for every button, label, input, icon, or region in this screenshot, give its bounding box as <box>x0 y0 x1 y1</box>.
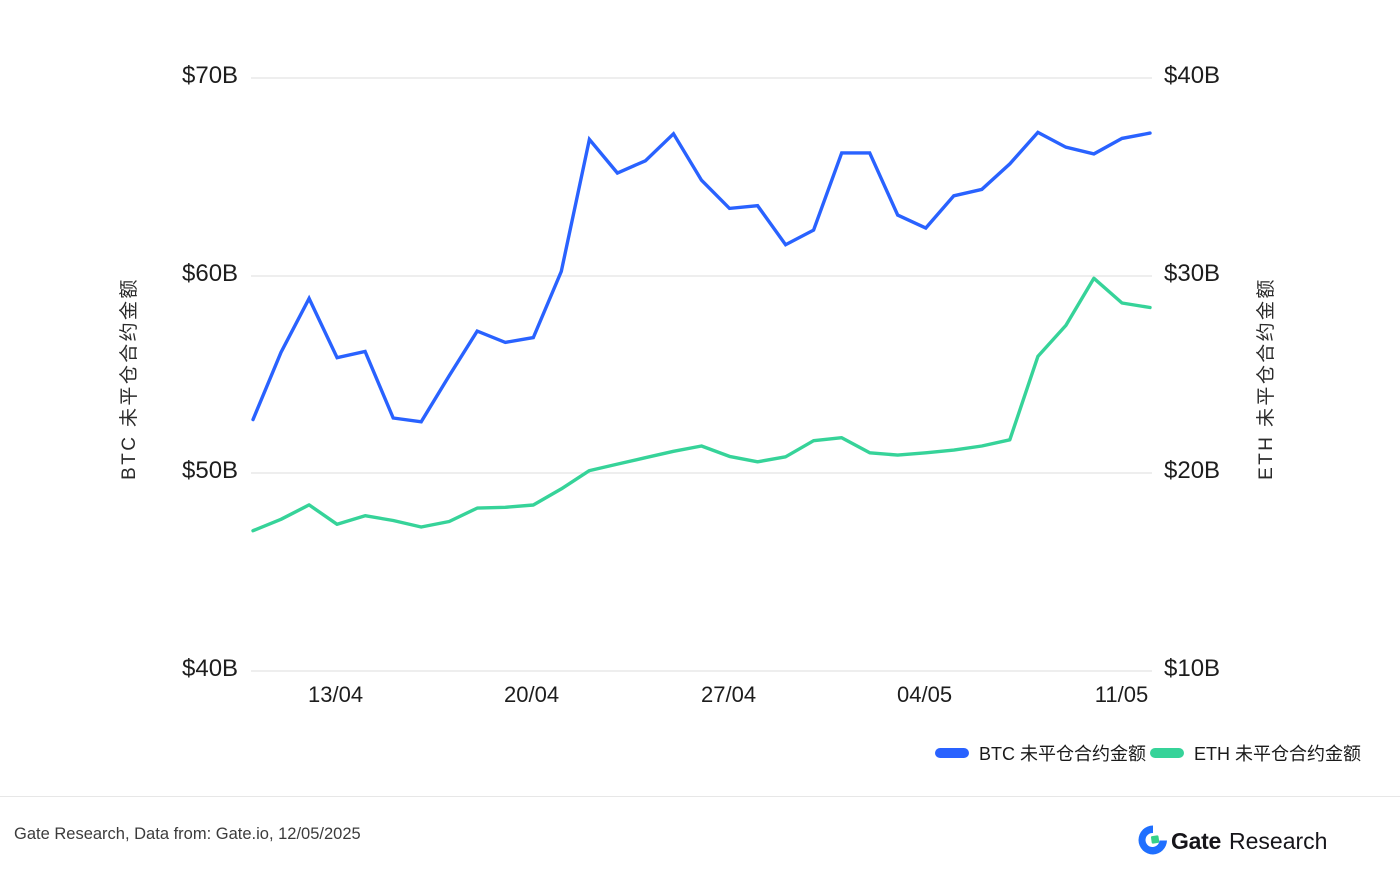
svg-text:Research: Research <box>1229 828 1327 854</box>
svg-text:Gate: Gate <box>1171 828 1221 854</box>
